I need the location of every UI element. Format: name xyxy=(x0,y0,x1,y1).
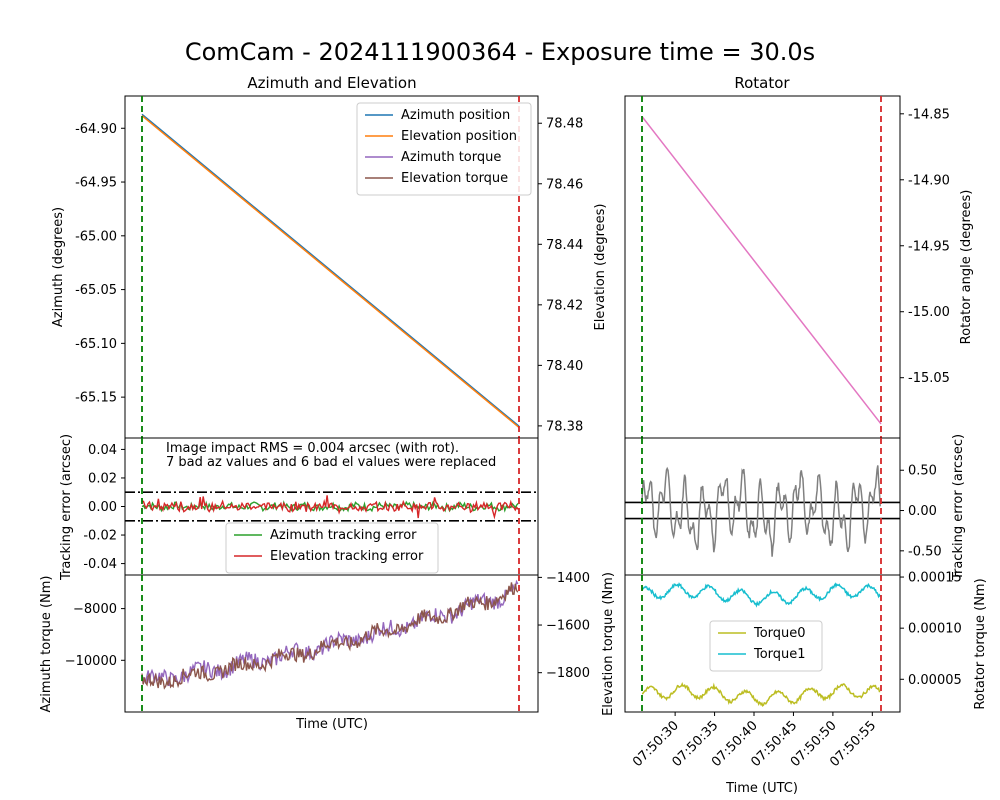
azimuth-torque-axis-tick-label-1: −10000 xyxy=(65,654,117,669)
rotator-angle-axis-tick-label-1: -14.90 xyxy=(908,173,950,188)
right-time-axis-title: Time (UTC) xyxy=(725,781,798,796)
azimuth-axis-tick-label-3: -65.05 xyxy=(75,283,117,298)
left-time-axis-title: Time (UTC) xyxy=(295,717,368,732)
rotator-torque-legend-label-0: Torque0 xyxy=(753,626,806,641)
elevation-axis-tick-label-4: 78.40 xyxy=(546,359,583,374)
azimuth-axis-tick-label-4: -65.10 xyxy=(75,337,117,352)
rotator-torque-axis-title: Rotator torque (Nm) xyxy=(973,578,988,709)
series-torque1 xyxy=(641,582,881,608)
series-elevation-torque xyxy=(141,582,519,690)
elevation-axis-tick-label-2: 78.44 xyxy=(546,238,583,253)
rotator-error-axis-tick-label-2: -0.50 xyxy=(908,544,942,559)
tracking-error-axis-tick-label-2: 0.00 xyxy=(88,500,117,515)
rotator-angle-axis-tick-label-4: -15.05 xyxy=(908,371,950,386)
azimuth-axis-tick-label-2: -65.00 xyxy=(75,229,117,244)
series-elevation-tracking-error xyxy=(141,495,519,520)
rotator-angle-axis-tick-label-2: -14.95 xyxy=(908,239,950,254)
plot-layer: -64.90 -64.95 -65.00 -65.05 -65.10 -65.15 78.4… xyxy=(65,95,962,770)
az-el-legend-label-3: Elevation torque xyxy=(401,171,508,186)
az-el-panel-title: Azimuth and Elevation xyxy=(247,74,416,92)
elevation-axis-tick-label-5: 78.38 xyxy=(546,419,583,434)
elevation-axis-tick-label-1: 78.46 xyxy=(546,177,583,192)
series-torque0 xyxy=(641,681,881,707)
azimuth-axis-tick-label-0: -64.90 xyxy=(75,122,117,137)
series-azimuth-tracking-error xyxy=(141,500,519,513)
tracking-error-axis-title: Tracking error (arcsec) xyxy=(59,434,74,581)
azimuth-torque-axis-title: Azimuth torque (Nm) xyxy=(39,575,54,712)
tracking-error-legend-label-0: Azimuth tracking error xyxy=(270,528,417,543)
elevation-torque-axis-title: Elevation torque (Nm) xyxy=(601,572,616,716)
tracking-error-legend-label-1: Elevation tracking error xyxy=(270,549,424,564)
rotator-torque-plot-frame xyxy=(624,574,901,713)
elevation-torque-axis-tick-label-2: −1800 xyxy=(546,666,590,681)
rotator-torque-legend-label-1: Torque1 xyxy=(753,647,806,662)
elevation-torque-axis-tick-label-1: −1600 xyxy=(546,619,590,634)
rotator-torque-axis-tick-label-1: 0.00010 xyxy=(908,622,962,637)
tracking-error-axis-tick-label-0: 0.04 xyxy=(88,443,117,458)
tracking-error-axis-tick-label-3: -0.02 xyxy=(83,529,117,544)
bad-values-annotation: 7 bad az values and 6 bad el values were… xyxy=(166,455,496,470)
rotator-error-axis-tick-label-0: 0.50 xyxy=(908,464,937,479)
elevation-axis-tick-label-0: 78.48 xyxy=(546,117,583,132)
rotator-angle-axis-tick-label-0: -14.85 xyxy=(908,107,950,122)
rotator-torque-axis-tick-label-0: 0.00015 xyxy=(908,571,962,586)
series-rotator-angle xyxy=(641,116,882,425)
torque-plot-frame xyxy=(124,574,539,713)
rotator-error-axis-title: Tracking error (arcsec) xyxy=(951,434,966,581)
azimuth-axis-tick-label-1: -64.95 xyxy=(75,176,117,191)
elevation-axis-tick-label-3: 78.42 xyxy=(546,298,583,313)
elevation-torque-axis-tick-label-0: −1400 xyxy=(546,571,590,586)
azimuth-axis-tick-label-5: -65.15 xyxy=(75,391,117,406)
figure-title: ComCam - 2024111900364 - Exposure time =… xyxy=(185,38,815,66)
rotator-error-axis-tick-label-1: 0.00 xyxy=(908,504,937,519)
rotator-torque-axis-tick-label-2: 0.00005 xyxy=(908,673,962,688)
tracking-error-axis-tick-label-4: -0.04 xyxy=(83,557,117,572)
azimuth-torque-axis-tick-label-0: −8000 xyxy=(73,602,117,617)
azimuth-axis-title: Azimuth (degrees) xyxy=(51,207,66,327)
az-el-legend-label-2: Azimuth torque xyxy=(401,150,501,165)
series-azimuth-position xyxy=(141,113,520,427)
rotator-angle-axis-title: Rotator angle (degrees) xyxy=(959,190,974,345)
series-elevation-position xyxy=(141,115,520,428)
elevation-axis-title: Elevation (degrees) xyxy=(593,204,608,331)
rms-annotation: Image impact RMS = 0.004 arcsec (with ro… xyxy=(166,441,459,456)
az-el-legend-label-1: Elevation position xyxy=(401,129,517,144)
rotator-panel-title: Rotator xyxy=(734,74,790,92)
rotator-angle-axis-tick-label-3: -15.00 xyxy=(908,305,950,320)
az-el-legend xyxy=(356,102,532,196)
series-rotator-tracking-error xyxy=(641,465,881,557)
az-el-legend-label-0: Azimuth position xyxy=(401,108,510,123)
tracking-error-legend xyxy=(225,522,439,574)
tracking-error-axis-tick-label-1: 0.02 xyxy=(88,471,117,486)
